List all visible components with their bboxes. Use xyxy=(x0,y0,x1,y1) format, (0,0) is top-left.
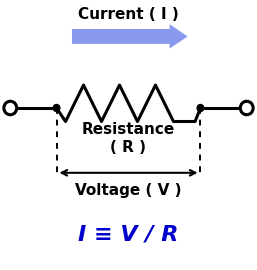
Text: Voltage ( V ): Voltage ( V ) xyxy=(75,183,182,198)
Circle shape xyxy=(53,104,60,112)
Text: ( R ): ( R ) xyxy=(111,140,146,155)
Text: I ≡ V / R: I ≡ V / R xyxy=(78,225,179,245)
Circle shape xyxy=(197,104,204,112)
Text: Resistance: Resistance xyxy=(82,122,175,137)
FancyArrow shape xyxy=(72,24,188,49)
Text: Current ( I ): Current ( I ) xyxy=(78,7,179,22)
